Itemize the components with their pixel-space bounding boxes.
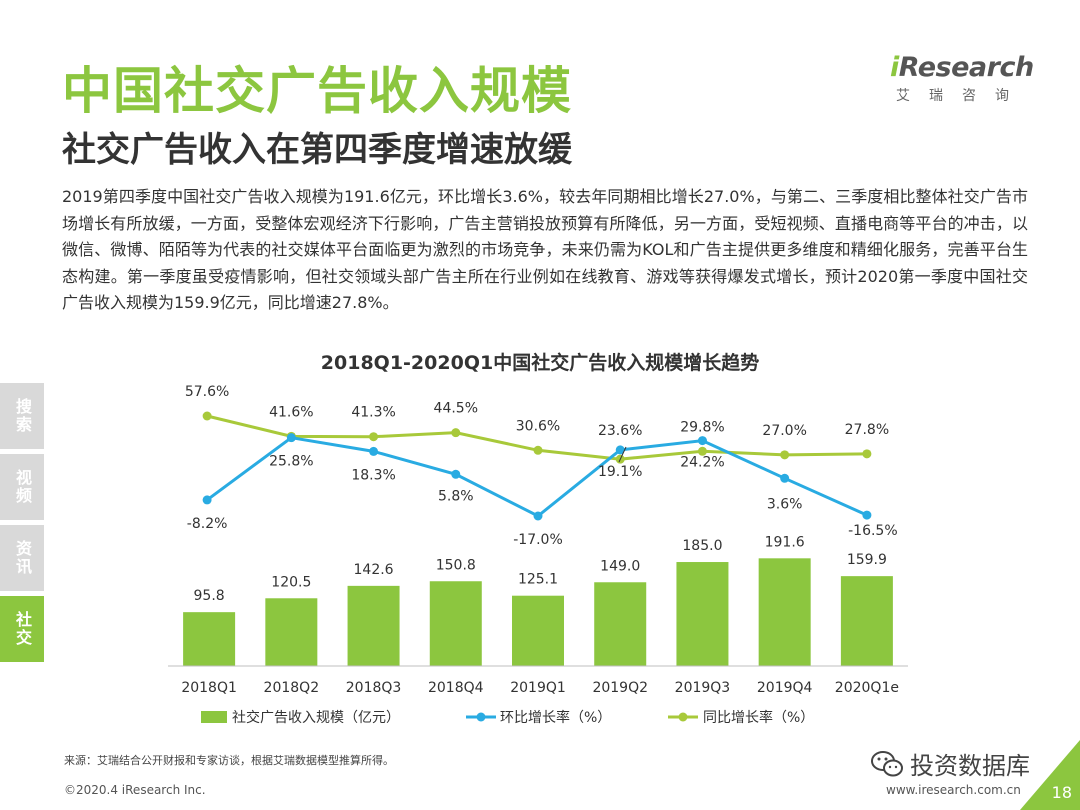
wechat-icon [871,750,903,776]
yoy-value-label: 41.6% [269,404,313,420]
yoy-value-label: 57.6% [185,384,229,400]
page-title: 中国社交广告收入规模 [62,62,572,120]
side-tab-video[interactable]: 视频 [0,454,44,520]
source-note: 来源：艾瑞结合公开财报和专家访谈，根据艾瑞数据模型推算所得。 [64,754,394,767]
bar [429,581,482,666]
bar-value-label: 185.0 [682,538,722,554]
bar-value-label: 191.6 [765,534,805,550]
chart-title: 2018Q1-2020Q1中国社交广告收入规模增长趋势 [320,352,760,374]
yoy-point [202,411,212,421]
yoy-value-label: 41.3% [351,405,395,421]
bar [347,585,400,666]
side-tab-search[interactable]: 搜索 [0,383,44,449]
legend-label-yoy: 同比增长率（%） [703,709,814,726]
yoy-point [369,432,379,442]
mom-value-label: -8.2% [187,516,228,532]
yoy-value-label: 29.8% [680,419,724,435]
legend-label-mom: 环比增长率（%） [500,709,611,726]
x-tick-label: 2020Q1e [835,680,899,696]
mom-point [780,473,790,483]
yoy-point [862,449,872,459]
yoy-point [533,445,543,455]
bar [183,612,236,666]
yoy-point [780,450,790,460]
x-tick-label: 2019Q2 [592,680,648,696]
mom-point [615,445,625,455]
website-link[interactable]: www.iresearch.com.cn [886,783,1021,797]
summary-paragraph: 2019第四季度中国社交广告收入规模为191.6亿元，环比增长3.6%，较去年同… [62,187,1028,312]
yoy-value-label: 44.5% [434,401,478,417]
bar [758,558,811,666]
corner-decoration [1020,740,1080,810]
side-nav: 搜索 视频 资讯 社交 [0,383,44,667]
bar [594,582,647,666]
page-subtitle: 社交广告收入在第四季度增速放缓 [62,130,572,170]
mom-point [697,436,707,446]
mom-point [369,446,379,456]
mom-value-label: 3.6% [767,496,803,512]
x-tick-label: 2018Q2 [264,680,320,696]
bar [512,595,564,666]
x-tick-label: 2018Q1 [181,680,237,696]
legend-swatch-yoy-dot [678,712,688,722]
x-tick-label: 2019Q1 [510,680,566,696]
mom-value-label: -17.0% [513,532,563,548]
legend-label-bar: 社交广告收入规模（亿元） [232,709,400,726]
mom-value-label: 18.3% [351,467,395,483]
logo-cn-text: 艾瑞咨询 [896,88,1028,104]
x-tick-label: 2019Q4 [757,680,813,696]
legend-swatch-mom-dot [476,712,486,722]
leader-line [618,446,627,463]
mom-value-label: 19.1% [598,464,642,480]
page-number: 18 [1051,783,1072,802]
copyright: ©2020.4 iResearch Inc. [64,783,206,797]
yoy-point [451,428,461,438]
mom-point [862,510,872,520]
wechat-watermark: 投资数据库 [870,746,1030,781]
bar-value-label: 142.6 [354,562,394,578]
bar [676,562,729,666]
x-tick-label: 2018Q3 [346,680,402,696]
yoy-value-label: 23.6% [598,423,642,439]
yoy-value-label: 30.6% [516,418,560,434]
mom-point [533,511,543,521]
mom-value-label: 5.8% [438,488,474,504]
bar-value-label: 159.9 [847,552,887,568]
bar-value-label: 150.8 [436,557,476,573]
mom-point [202,495,212,505]
mom-value-label: 25.8% [269,454,313,470]
iresearch-logo: iResearch 艾瑞咨询 [890,52,1034,124]
bar-value-label: 125.1 [518,572,558,588]
bar [840,576,893,666]
wechat-label: 投资数据库 [910,752,1030,780]
bar-value-label: 95.8 [194,588,225,604]
bar-value-label: 120.5 [271,574,311,590]
mom-value-label: -16.5% [848,523,898,539]
mom-point [286,433,296,443]
bar [265,598,318,666]
logo-text: iResearch [890,52,1034,83]
bar-value-label: 149.0 [600,558,640,574]
legend-swatch-bar [201,711,227,723]
yoy-value-label: 27.8% [845,422,889,438]
side-tab-news[interactable]: 资讯 [0,525,44,591]
x-tick-label: 2018Q4 [428,680,484,696]
mom-value-label: 24.2% [680,455,724,471]
yoy-value-label: 27.0% [762,423,806,439]
side-tab-social[interactable]: 社交 [0,596,44,662]
x-tick-label: 2019Q3 [675,680,731,696]
yoy-point [697,446,707,456]
mom-point [451,469,461,479]
